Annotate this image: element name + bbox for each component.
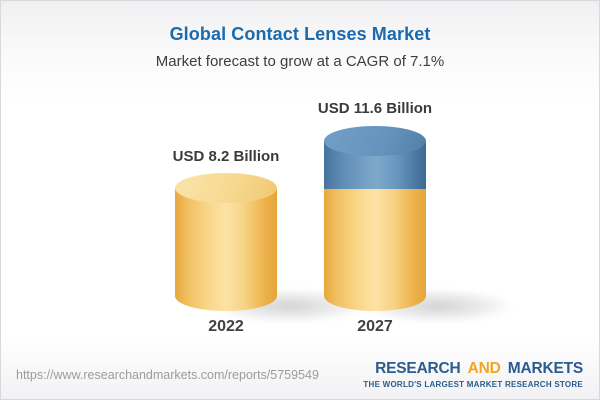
logo-word-markets: MARKETS bbox=[507, 360, 583, 377]
bar-2022 bbox=[175, 173, 277, 311]
bar-2027 bbox=[324, 126, 426, 311]
report-url-link[interactable]: https://www.researchandmarkets.com/repor… bbox=[16, 368, 319, 382]
researchandmarkets-logo: RESEARCH AND MARKETS THE WORLD'S LARGEST… bbox=[363, 360, 583, 389]
subtitle: Market forecast to grow at a CAGR of 7.1… bbox=[155, 53, 445, 70]
bar-2022-body bbox=[175, 188, 277, 311]
bar-2027-base-segment bbox=[324, 189, 426, 311]
bar-value-label-2027: USD 11.6 Billion bbox=[317, 100, 433, 117]
x-axis-label-2027: 2027 bbox=[357, 318, 393, 335]
bar-2027-top-face bbox=[324, 126, 426, 156]
x-axis-label-2022: 2022 bbox=[208, 318, 244, 335]
bar-2022-top-face bbox=[175, 173, 277, 203]
page-title: Global Contact Lenses Market bbox=[169, 24, 431, 44]
logo-wordmark: RESEARCH AND MARKETS bbox=[363, 360, 583, 378]
logo-word-research: RESEARCH bbox=[375, 360, 461, 377]
logo-tagline: THE WORLD'S LARGEST MARKET RESEARCH STOR… bbox=[363, 380, 583, 389]
bar-value-label-2022: USD 8.2 Billion bbox=[172, 148, 280, 165]
logo-word-and: AND bbox=[467, 360, 501, 377]
